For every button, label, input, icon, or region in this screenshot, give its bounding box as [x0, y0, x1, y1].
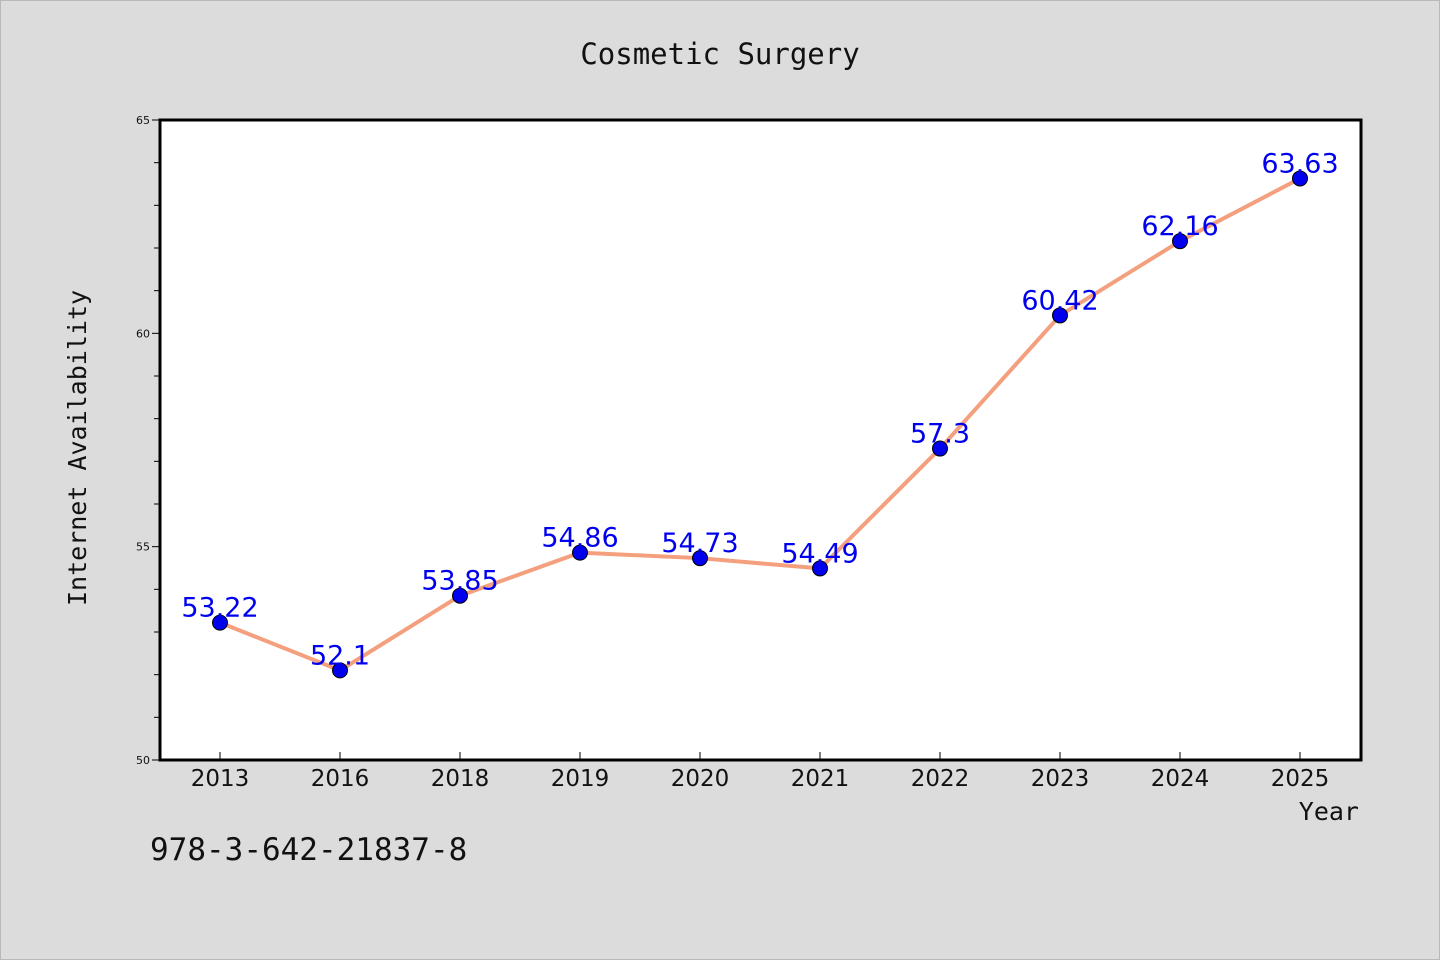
- data-label: 54.49: [781, 538, 858, 569]
- x-axis-label: Year: [1299, 797, 1359, 826]
- y-tick-label: 65: [136, 114, 150, 127]
- x-tick-label: 2020: [671, 766, 730, 792]
- data-point: [1172, 233, 1188, 250]
- x-tick-label: 2013: [191, 766, 250, 792]
- data-label: 54.86: [541, 523, 618, 554]
- x-tick-label: 2019: [551, 766, 610, 792]
- x-tick-label: 2022: [911, 766, 970, 792]
- data-label: 62.16: [1141, 211, 1218, 242]
- x-tick-label: 2025: [1271, 766, 1330, 792]
- data-label: 57.3: [910, 419, 970, 450]
- data-point: [812, 560, 828, 577]
- plot-area: [158, 118, 1363, 762]
- x-tick-label: 2021: [791, 766, 850, 792]
- data-label: 54.73: [661, 528, 738, 559]
- series-line: [218, 176, 1302, 673]
- data-label: 53.85: [421, 566, 498, 597]
- y-axis: 50 55 60 65: [136, 114, 160, 767]
- data-point: [1292, 170, 1308, 187]
- data-point: [572, 544, 588, 561]
- y-tick-label: 55: [136, 541, 150, 554]
- chart-title: Cosmetic Surgery: [580, 37, 859, 71]
- x-tick-label: 2024: [1151, 766, 1210, 792]
- y-tick-label: 60: [136, 327, 150, 340]
- x-tick-label: 2023: [1031, 766, 1090, 792]
- series-group: 53.22 52.1 53.85 54.86 54.73 54.49 57.3 60.42 62…: [181, 148, 1339, 679]
- data-label: 53.22: [181, 593, 258, 624]
- y-axis-label: Internet Availability: [63, 290, 92, 606]
- x-tick-label: 2016: [311, 766, 370, 792]
- data-point: [212, 614, 228, 631]
- x-axis: 2013 2016 2018 2019 2020 2021 2022 2023 2024 2025: [191, 752, 1330, 792]
- x-tick-label: 2018: [431, 766, 490, 792]
- data-label: 60.42: [1021, 285, 1098, 316]
- data-label: 63.63: [1261, 148, 1338, 179]
- y-tick-label: 50: [136, 754, 150, 767]
- data-label: 52.1: [310, 640, 370, 671]
- data-point: [1052, 307, 1068, 324]
- data-point: [452, 587, 468, 604]
- data-point: [932, 440, 948, 457]
- data-point: [692, 550, 708, 567]
- serial-number: 978-3-642-21837-8: [150, 832, 468, 868]
- data-point: [332, 662, 348, 679]
